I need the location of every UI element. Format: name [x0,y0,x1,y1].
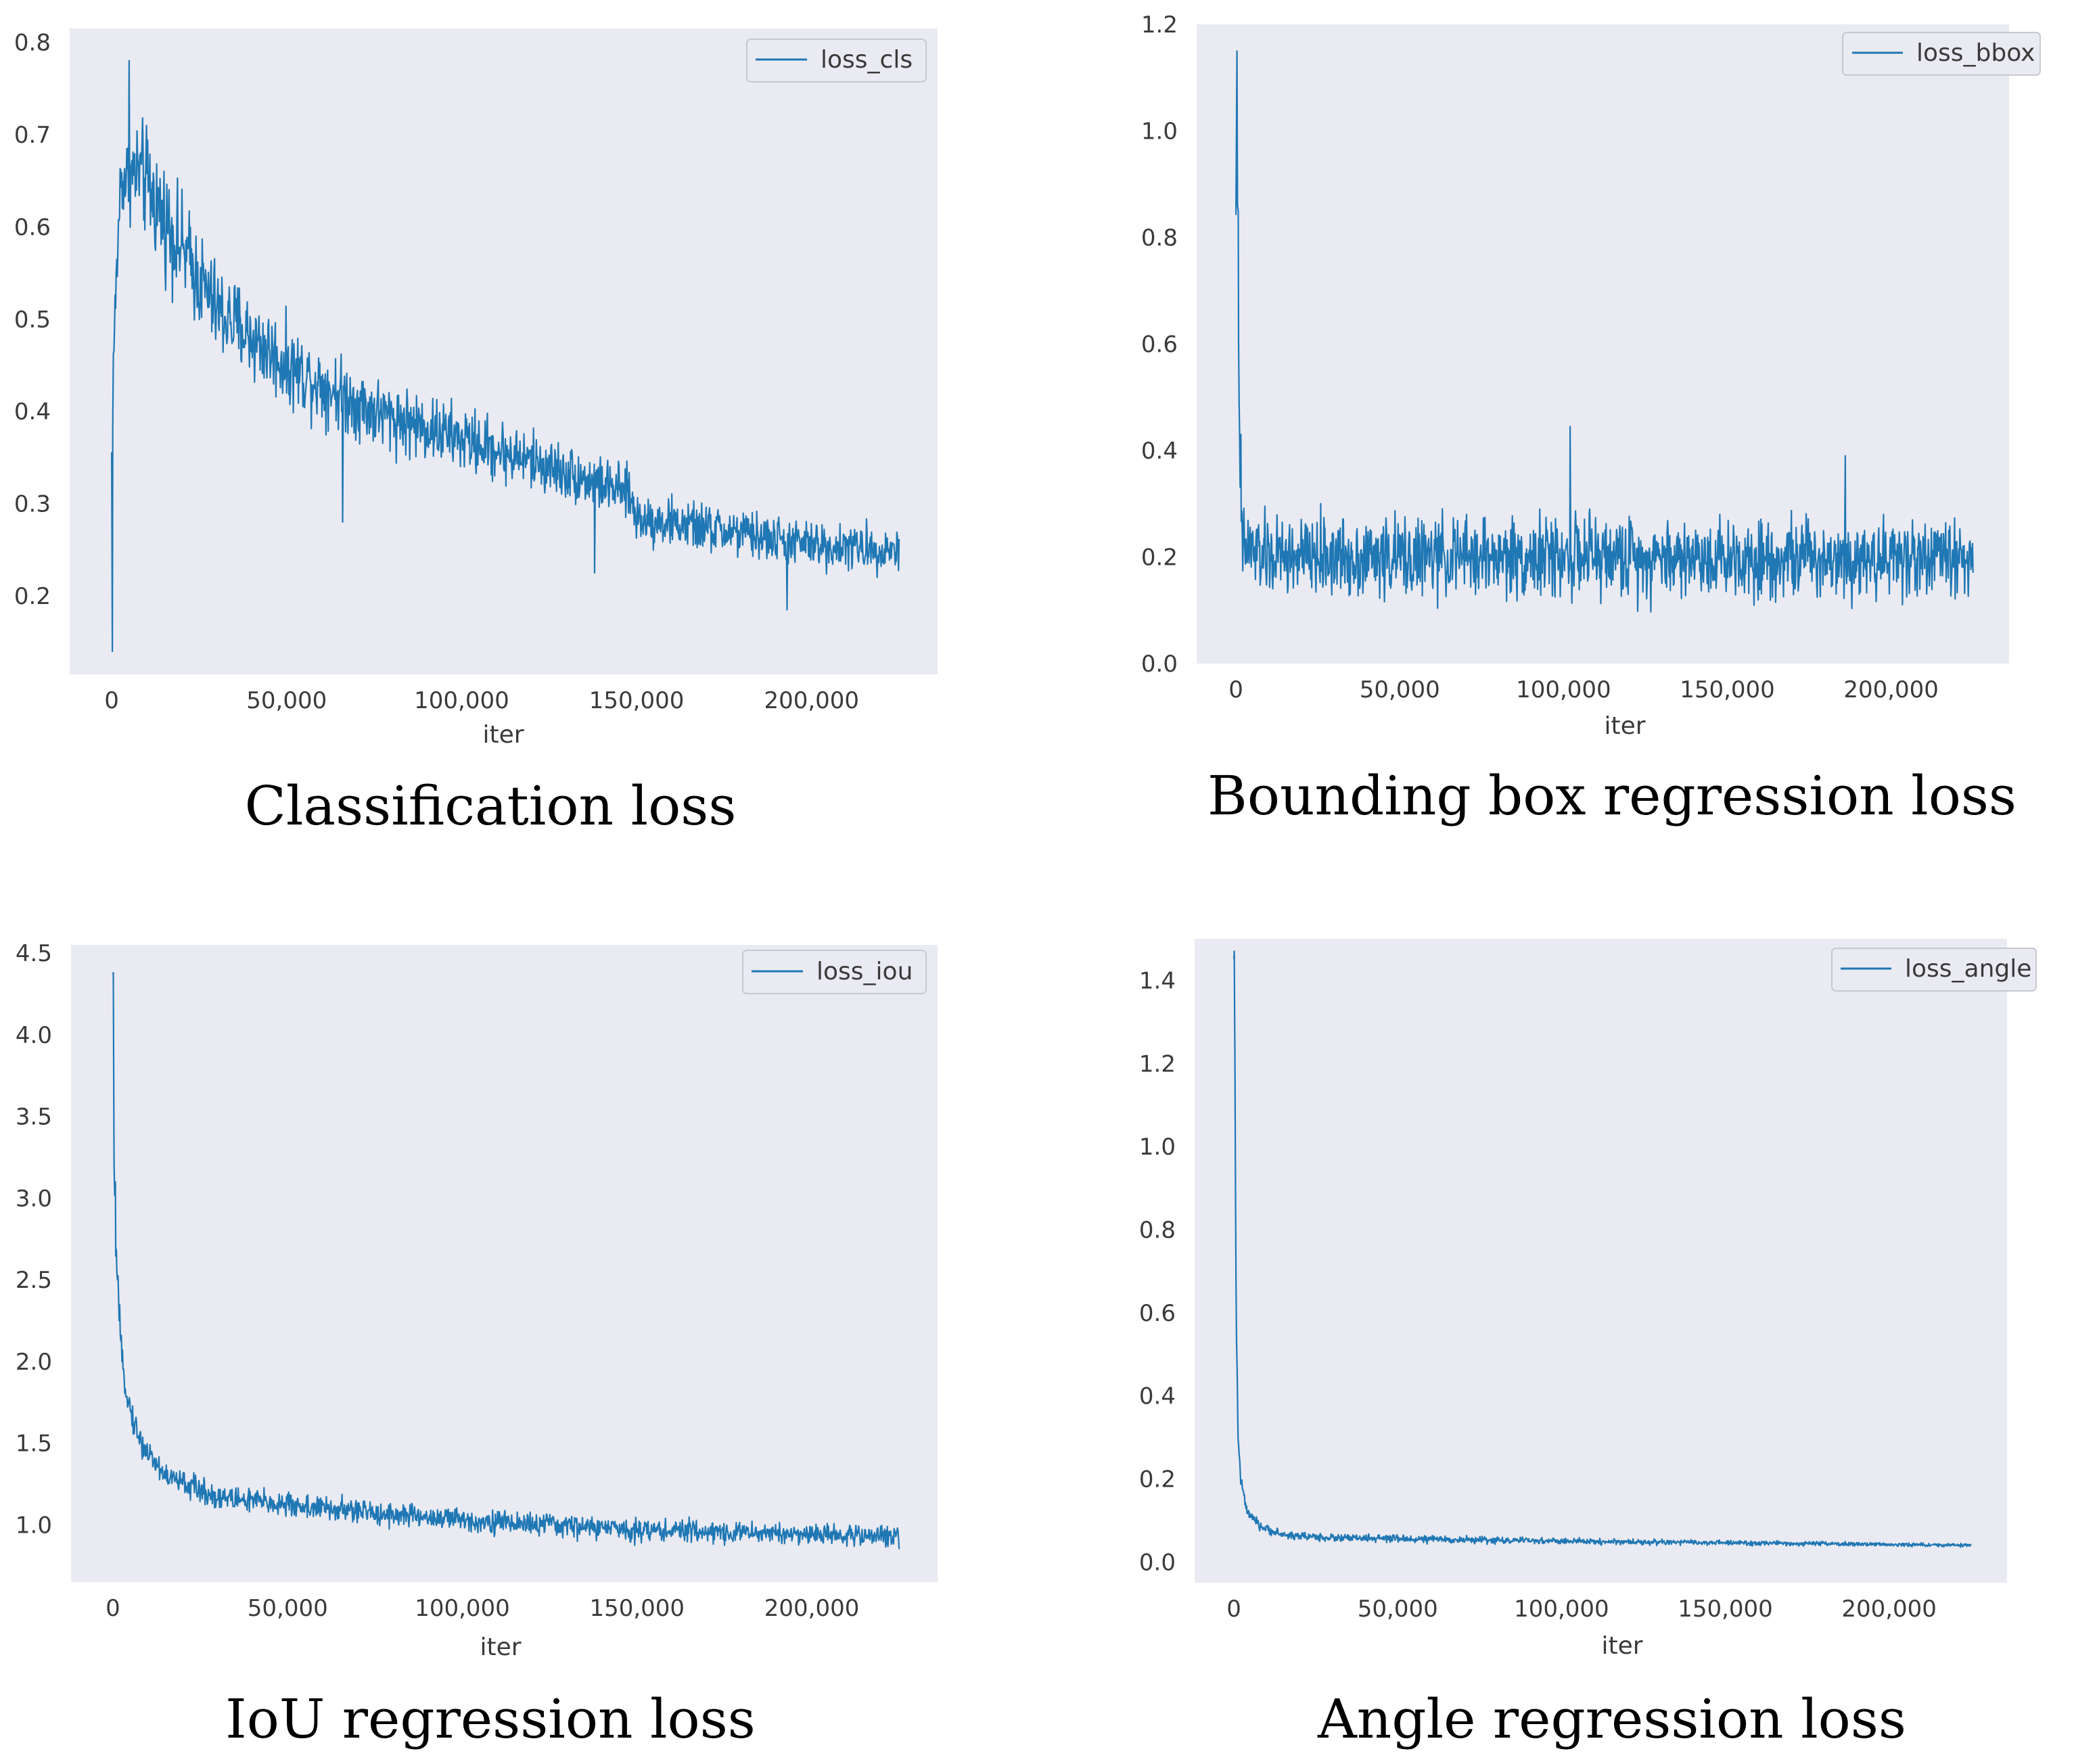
x-axis-label: iter [1604,712,1645,740]
x-tick-label: 150,000 [1680,676,1775,703]
y-tick-label: 0.8 [1139,1217,1176,1244]
y-tick-label: 1.2 [1141,11,1178,39]
y-tick-label: 0.6 [1141,331,1178,358]
x-tick-label: 0 [1226,1596,1241,1623]
y-tick-label: 0.4 [1141,438,1178,465]
plot-area [70,28,938,674]
legend: loss_angle [1831,948,2037,992]
y-tick-label: 4.0 [16,1022,52,1049]
y-tick-label: 2.5 [16,1267,52,1294]
y-tick-label: 0.0 [1141,651,1178,678]
legend: loss_cls [746,39,927,83]
y-tick-label: 0.7 [14,122,51,149]
y-tick-label: 1.4 [1139,967,1176,994]
y-tick-label: 0.6 [14,214,51,241]
y-tick-label: 4.5 [16,940,52,967]
y-tick-label: 0.2 [14,583,51,610]
legend-box [1831,948,2037,992]
caption-bounding-box-regression-loss: Bounding box regression loss [1207,764,2017,827]
x-tick-label: 100,000 [415,1595,510,1622]
series-line-loss-bbox [1235,50,1974,613]
x-axis-label: iter [480,1633,521,1661]
x-tick-label: 50,000 [248,1595,328,1622]
legend-box [1842,32,2041,76]
y-tick-label: 0.5 [14,306,51,333]
x-tick-label: 150,000 [1678,1596,1773,1623]
y-tick-label: 1.0 [16,1512,52,1539]
y-tick-label: 0.2 [1139,1466,1176,1493]
y-tick-label: 0.0 [1139,1549,1176,1576]
y-tick-label: 0.2 [1141,544,1178,572]
chart-iou-regression-loss: 1.0 1.5 2.0 2.5 3.0 3.5 4.0 4.5 0 50,000 100,000 1… [16,940,938,1661]
legend: loss_bbox [1842,32,2041,76]
legend-box [746,39,927,83]
x-axis-label: iter [1601,1632,1642,1660]
x-tick-label: 50,000 [246,687,327,714]
chart-angle-regression-loss: 0.0 0.2 0.4 0.6 0.8 1.0 1.2 1.4 0 50,000 100,000 1… [1139,939,2037,1660]
plot-area [71,945,938,1582]
x-tick-label: 200,000 [764,1595,860,1622]
y-tick-label: 1.0 [1139,1134,1176,1161]
series-line-loss-angle [1233,950,1972,1548]
y-tick-label: 3.5 [16,1104,52,1131]
legend-box [742,950,927,994]
x-tick-label: 0 [106,1595,120,1622]
x-tick-label: 200,000 [764,687,859,714]
y-tick-label: 1.0 [1141,118,1178,145]
caption-classification-loss: Classification loss [244,774,737,837]
series-line-loss-iou [112,972,900,1550]
x-tick-label: 150,000 [589,687,685,714]
legend-entry-loss-angle: loss_angle [1905,955,2031,983]
x-tick-label: 150,000 [589,1595,685,1622]
caption-iou-regression-loss: IoU regression loss [225,1688,756,1750]
x-tick-label: 100,000 [414,687,509,714]
y-tick-label: 0.6 [1139,1300,1176,1327]
chart-bounding-box-regression-loss: 0.0 0.2 0.4 0.6 0.8 1.0 1.2 0 50,000 100,000 150,… [1141,11,2041,740]
y-tick-label: 0.8 [14,29,51,56]
y-tick-label: 3.0 [16,1185,52,1212]
y-tick-label: 0.4 [14,398,51,425]
series-line-loss-cls [111,60,900,652]
y-tick-label: 0.4 [1139,1383,1176,1410]
y-tick-label: 2.0 [16,1349,52,1376]
plot-area [1195,939,2007,1583]
y-tick-label: 0.8 [1141,225,1178,252]
x-tick-label: 50,000 [1360,676,1440,703]
legend-entry-loss-bbox: loss_bbox [1916,39,2035,67]
x-tick-label: 100,000 [1514,1596,1609,1623]
y-tick-label: 1.2 [1139,1050,1176,1077]
y-tick-label: 1.5 [16,1431,52,1458]
chart-classification-loss: 0.2 0.3 0.4 0.5 0.6 0.7 0.8 0 50,000 100,000 150,… [14,28,938,749]
y-tick-label: 0.3 [14,491,51,518]
caption-angle-regression-loss: Angle regression loss [1318,1688,1906,1750]
x-tick-label: 200,000 [1841,1596,1937,1623]
x-axis-label: iter [482,721,524,749]
x-tick-label: 200,000 [1843,676,1939,703]
x-tick-label: 50,000 [1358,1596,1438,1623]
x-tick-label: 0 [1228,676,1243,703]
legend: loss_iou [742,950,927,994]
legend-entry-loss-cls: loss_cls [821,46,913,74]
legend-entry-loss-iou: loss_iou [816,958,913,985]
x-tick-label: 100,000 [1516,676,1611,703]
x-tick-label: 0 [104,687,119,714]
